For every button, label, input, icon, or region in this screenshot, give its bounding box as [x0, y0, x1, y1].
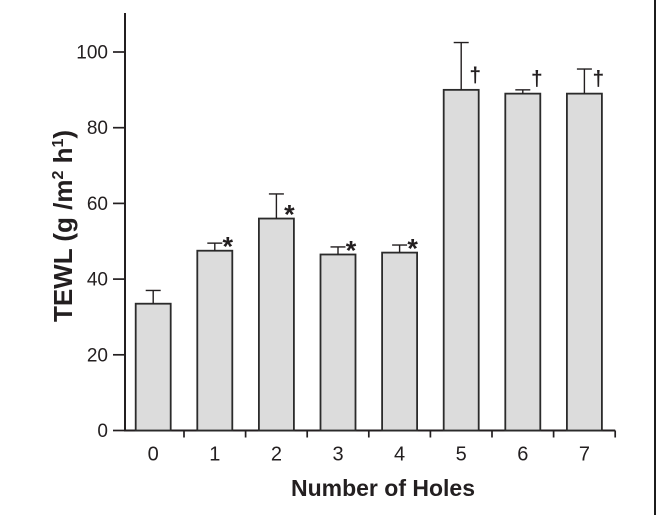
y-tick-label: 60 — [87, 194, 108, 215]
y-tick-label: 20 — [87, 345, 108, 366]
y-axis-title-text: h — [48, 148, 78, 171]
x-axis-title: Number of Holes — [291, 475, 475, 501]
significance-dagger: † — [593, 68, 605, 91]
significance-asterisk: * — [284, 200, 295, 230]
y-tick-label: 100 — [76, 43, 108, 64]
y-axis-title-superscript: 1 — [50, 139, 67, 148]
x-category-label: 2 — [271, 444, 282, 466]
scan-edge-line — [654, 0, 656, 515]
y-axis-title-text: TEWL (g /m — [48, 180, 78, 323]
significance-asterisk: * — [223, 232, 234, 262]
x-category-label: 6 — [517, 444, 528, 466]
x-category-label: 3 — [332, 444, 343, 466]
x-category-label: 7 — [579, 444, 590, 466]
bar-5 — [442, 88, 480, 432]
significance-dagger: † — [469, 64, 481, 87]
bar-7 — [566, 92, 603, 432]
y-tick-label: 0 — [97, 421, 108, 442]
bar-2 — [257, 217, 295, 432]
significance-asterisk: * — [407, 234, 418, 264]
y-axis-title: TEWL (g /m2 h1) — [48, 130, 78, 322]
y-tick-label: 40 — [87, 270, 108, 291]
significance-asterisk: * — [346, 235, 357, 265]
x-category-label: 1 — [209, 444, 220, 466]
x-category-label: 4 — [394, 444, 405, 466]
bar-1 — [196, 249, 234, 432]
bar-6 — [504, 92, 542, 432]
x-category-label: 5 — [456, 444, 467, 466]
y-axis-title-superscript: 2 — [50, 171, 67, 180]
significance-dagger: † — [531, 68, 543, 91]
bar-3 — [319, 253, 357, 432]
x-category-label: 0 — [148, 444, 159, 466]
bar-4 — [381, 251, 419, 432]
y-axis-title-text: ) — [48, 130, 78, 139]
bar-0 — [134, 302, 172, 432]
y-tick-label: 80 — [87, 118, 108, 139]
